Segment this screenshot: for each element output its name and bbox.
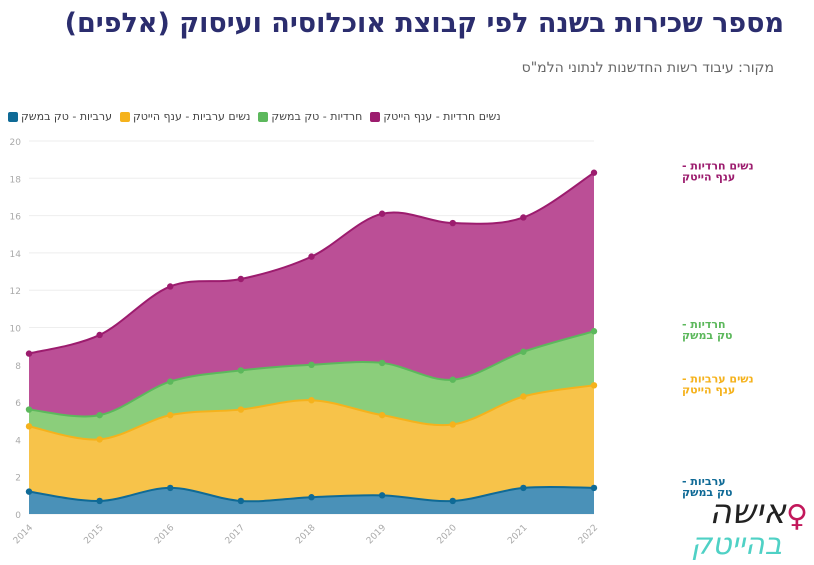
y-tick-label: 0 — [15, 511, 21, 521]
data-point — [25, 406, 33, 413]
legend-swatch — [8, 111, 18, 122]
data-point — [378, 492, 386, 499]
end-label: חרדיות -טק במשק — [682, 318, 733, 342]
x-tick-label: 2022 — [577, 523, 600, 546]
female-hash-icon: ♀ — [786, 499, 808, 534]
data-point — [378, 210, 386, 217]
legend-item[interactable]: חרדיות - טק במשק — [258, 110, 362, 123]
y-tick-label: 14 — [10, 250, 22, 260]
legend-item[interactable]: נשים ערביות - ענף הייטק — [119, 110, 250, 123]
data-point — [590, 328, 598, 335]
data-point — [520, 484, 527, 492]
data-point — [25, 488, 33, 495]
y-tick-label: 2 — [15, 474, 21, 484]
y-tick-label: 4 — [15, 436, 21, 446]
y-tick-label: 6 — [15, 399, 21, 409]
data-point — [237, 275, 245, 283]
data-point — [520, 214, 527, 221]
area-1 — [29, 385, 594, 502]
x-tick-label: 2015 — [82, 523, 105, 546]
data-point — [167, 411, 174, 419]
end-label: נשים חרדיות -ענף הייטק — [682, 160, 754, 184]
x-tick-label: 2021 — [506, 523, 529, 546]
data-point — [590, 169, 598, 176]
x-tick-label: 2014 — [12, 523, 35, 546]
logo: אישה בהייטק ♀ — [690, 492, 808, 565]
data-point — [96, 411, 103, 419]
x-tick-label: 2018 — [294, 523, 317, 546]
data-point — [520, 348, 527, 355]
data-point — [25, 350, 33, 357]
data-point — [96, 331, 103, 339]
y-tick-label: 12 — [10, 287, 21, 297]
source-note: מקור: עיבוד רשות החדשנות לנתוני הלמ"ס — [521, 60, 774, 76]
logo-line1: אישה — [709, 492, 786, 532]
legend-swatch — [258, 111, 269, 122]
data-point — [237, 367, 245, 374]
data-point — [237, 406, 245, 413]
data-point — [96, 436, 103, 443]
data-point — [378, 411, 386, 419]
x-tick-label: 2019 — [365, 523, 388, 546]
y-tick-label: 8 — [15, 362, 21, 372]
data-point — [308, 253, 315, 260]
data-point — [590, 484, 598, 492]
data-point — [308, 361, 315, 368]
data-point — [167, 484, 174, 492]
x-tick-label: 2017 — [224, 523, 247, 546]
y-tick-label: 18 — [10, 175, 22, 185]
area-3 — [29, 172, 594, 417]
logo-line2: בהייטק — [690, 527, 782, 562]
end-label: ערביות -טק במשק — [682, 475, 733, 499]
data-point — [237, 497, 245, 505]
y-tick-label: 16 — [10, 213, 22, 223]
data-point — [167, 283, 174, 290]
data-point — [449, 421, 456, 428]
y-tick-label: 20 — [10, 138, 22, 148]
area-0 — [29, 486, 594, 514]
data-point — [96, 497, 103, 505]
legend-item[interactable]: נשים חרדיות - ענף הייטק — [370, 110, 501, 123]
legend-swatch — [119, 111, 130, 122]
x-tick-label: 2020 — [436, 523, 459, 546]
data-point — [25, 423, 33, 430]
x-tick-label: 2016 — [153, 523, 176, 546]
data-point — [449, 219, 456, 227]
data-point — [308, 397, 315, 404]
legend-swatch — [370, 111, 381, 122]
chart-title: מספר שכירות בשנה לפי קבוצת אוכלוסיה ועיס… — [64, 8, 784, 39]
y-tick-label: 10 — [10, 325, 22, 335]
data-point — [449, 376, 456, 383]
legend: נשים חרדיות - ענף הייטק חרדיות - טק במשק נ… — [8, 110, 501, 123]
data-point — [449, 497, 456, 505]
data-point — [378, 359, 386, 367]
data-point — [308, 494, 315, 501]
legend-item[interactable]: ערביות - טק במשק — [8, 110, 112, 123]
data-point — [167, 378, 174, 385]
end-label: נשים ערביות -ענף הייטק — [682, 372, 754, 396]
data-point — [590, 382, 598, 389]
data-point — [520, 393, 527, 400]
